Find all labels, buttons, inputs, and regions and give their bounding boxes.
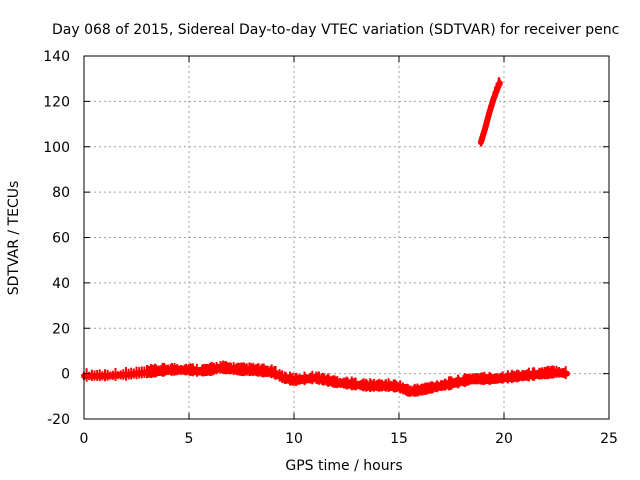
x-tick-label: 5	[185, 431, 194, 447]
y-tick-label: 0	[61, 367, 70, 383]
y-tick-label: 20	[52, 321, 70, 337]
series-layer	[81, 77, 570, 397]
y-tick-label: 60	[52, 231, 70, 247]
x-axis-label: GPS time / hours	[285, 458, 402, 474]
y-tick-label: 100	[43, 140, 70, 156]
y-tick-label: 80	[52, 185, 70, 201]
x-tick-label: 25	[600, 431, 618, 447]
y-tick-label: 140	[43, 49, 70, 65]
y-tick-label: 120	[43, 94, 70, 110]
chart-title: Day 068 of 2015, Sidereal Day-to-day VTE…	[52, 22, 619, 38]
x-tick-label: 10	[285, 431, 303, 447]
y-tick-label: -20	[47, 412, 70, 428]
x-tick-label: 15	[390, 431, 408, 447]
grid-lines	[84, 56, 609, 419]
axis-ticks: 0 5 10 15 20 25 -20 0 20 40 60 80 100 120 140	[43, 49, 618, 447]
x-tick-label: 0	[80, 431, 89, 447]
x-tick-label: 20	[495, 431, 513, 447]
y-axis-label: SDTVAR / TECUs	[6, 181, 22, 296]
series-0	[81, 360, 570, 397]
series-1	[477, 77, 503, 147]
y-tick-label: 40	[52, 276, 70, 292]
